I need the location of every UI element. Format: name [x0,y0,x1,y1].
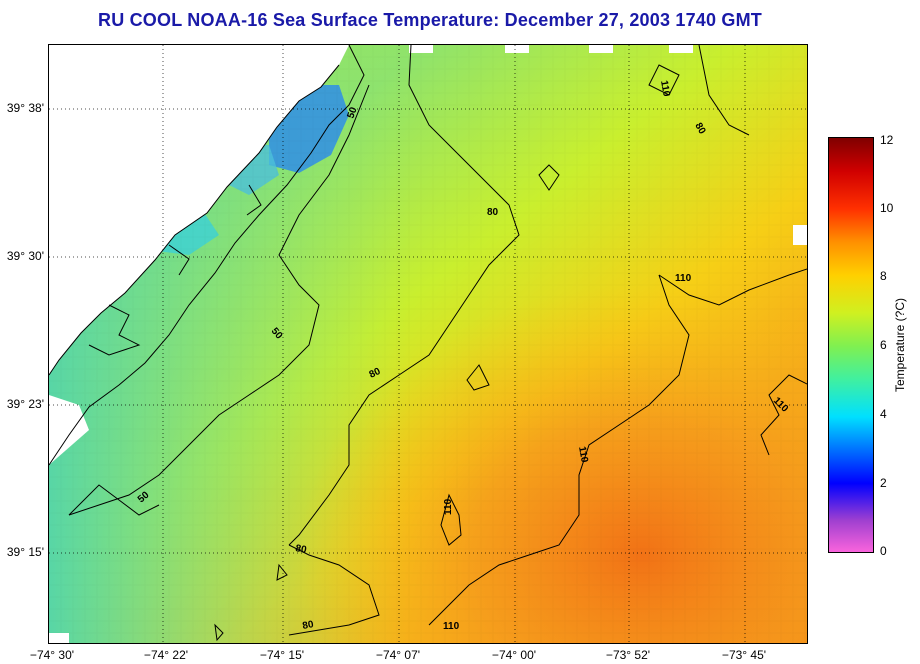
sst-map-svg: 50 50 50 80 80 80 80 110 110 110 110 110… [49,45,807,643]
longitude-tick: −74° 15' [259,648,305,662]
contour-label: 80 [692,121,707,137]
contour-label: 50 [345,105,359,120]
contour-label: 110 [675,273,692,284]
longitude-tick: −74° 07' [375,648,421,662]
isotherm-80-lozenge-3 [276,563,288,581]
no-data-cell [793,225,807,245]
isotherm-50-south [68,484,160,516]
isotherm-110-ne [648,64,680,96]
isotherm-80 [288,45,520,546]
contour-label: 110 [443,498,454,515]
colorbar [828,137,874,553]
contour-label: 110 [576,446,590,464]
isotherm-80-lozenge-2 [466,364,490,391]
colorbar-tick: 2 [880,476,887,490]
colorbar-gradient [829,138,873,552]
colorbar-tick: 6 [880,338,887,352]
isotherm-80-lozenge-4 [214,623,224,642]
contour-label: 80 [302,619,315,632]
isotherm-80-ne [698,45,750,136]
contour-label: 80 [487,207,499,218]
longitude-tick: −74° 30' [29,648,75,662]
longitude-tick: −73° 45' [721,648,767,662]
longitude-tick: −73° 52' [605,648,651,662]
no-data-cell [669,45,693,53]
colorbar-tick: 10 [880,201,894,215]
isotherm-110 [658,268,807,306]
no-data-cell [589,45,613,53]
latitude-tick: 39° 30' [6,249,44,263]
chart-title: RU COOL NOAA-16 Sea Surface Temperature:… [98,10,762,30]
isotherm-110-east [760,374,807,456]
land-lower [49,395,89,465]
isotherm-80-south [288,544,380,636]
no-data-cell [505,45,529,53]
colorbar-tick: 12 [880,133,894,147]
latitude-tick: 39° 38' [6,101,44,115]
latitude-tick: 39° 15' [6,545,44,559]
no-data-cell [49,633,69,643]
coastline-detail [88,184,262,356]
no-data-cell [409,45,433,53]
colorbar-gradient-svg [829,138,873,552]
contour-label: 110 [658,80,672,98]
isotherm-110-mid [428,274,690,626]
colorbar-tick: 4 [880,407,887,421]
longitude-tick: −74° 00' [491,648,537,662]
isotherm-110-lozenge [440,493,462,546]
land-new-jersey [49,45,349,375]
colorbar-label: Temperature (?C) [893,297,907,393]
isotherm-50 [68,84,370,516]
graticule [49,45,807,643]
coastline-inner [49,64,340,376]
longitude-tick: −74° 22' [143,648,189,662]
colorbar-tick: 8 [880,269,887,283]
colorbar-tick: 0 [880,544,887,558]
isotherm-contours [68,45,807,642]
isotherm-80-lozenge [538,164,560,191]
contour-label: 80 [368,366,383,381]
contour-label: 80 [294,543,307,556]
sst-map: 50 50 50 80 80 80 80 110 110 110 110 110… [48,44,808,644]
contour-label: 110 [443,621,460,632]
coastline [49,45,365,466]
latitude-tick: 39° 23' [6,397,44,411]
